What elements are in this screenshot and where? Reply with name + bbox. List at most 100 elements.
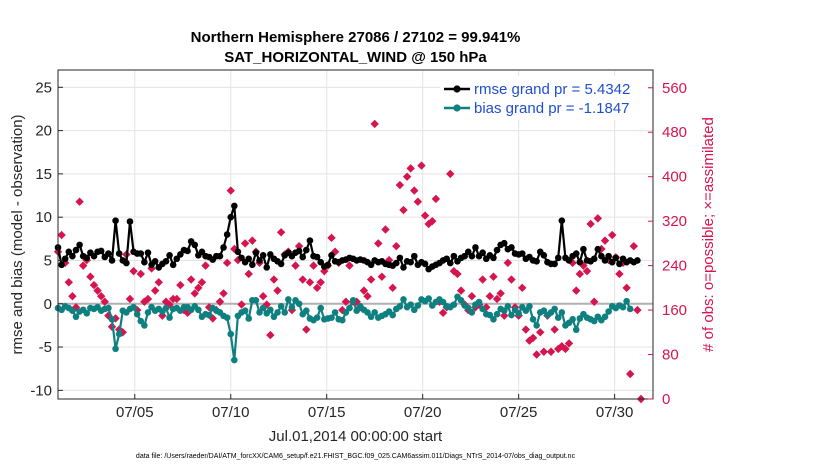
obs-point [294,241,304,251]
obs-point [64,278,73,287]
rmse-point [198,248,206,256]
rmse-point [263,264,271,271]
obs-point [428,216,437,226]
rmse-point [468,252,476,260]
obs-point [417,161,426,170]
obs-point [507,275,516,284]
rmse-point [169,261,177,269]
x-tick-label: 07/20 [404,404,442,421]
bias-point [590,317,598,325]
rmse-point [216,252,224,260]
y-right-tick-label: 80 [662,347,679,364]
rmse-point [112,217,119,224]
obs-point [327,233,336,243]
bias-point [288,303,296,311]
bias-point [130,303,137,311]
bias-point [141,322,148,329]
obs-point [489,272,498,281]
obs-point [240,239,250,248]
x-axis: 07/05 07/10 07/15 07/20 07/25 07/30 [116,394,633,421]
obs-point [125,294,135,304]
rmse-point [184,247,191,255]
obs-point [190,289,199,298]
rmse-point [601,257,609,264]
bias-point [526,303,533,310]
bias-point [457,297,465,304]
obs-point [381,225,390,234]
obs-point [305,278,315,287]
legend-bias-marker [453,104,461,112]
rmse-point [144,249,152,256]
obs-point [186,275,196,284]
obs-point [413,197,423,206]
bias-point [396,303,404,310]
obs-point [518,283,527,293]
obs-point [528,333,538,343]
bias-point [486,311,494,319]
bias-point [303,307,310,314]
y-tick-label: 5 [44,252,52,269]
rmse-point [83,254,91,262]
obs-point [582,266,592,276]
obs-point [503,258,513,268]
rmse-point [540,251,548,259]
y-right-tick-label: 400 [662,169,687,186]
legend-rmse-marker [453,85,461,93]
y-axis-label-right: # of obs: o=possible; ×=assimilated [700,117,717,352]
bias-point [115,330,123,338]
y-tick-label: 15 [35,166,52,183]
bias-point [504,303,512,310]
bias-point [241,307,249,314]
y-right-tick-label: 240 [662,258,687,275]
bias-point [500,307,508,314]
y-tick-label: 0 [44,296,52,313]
y-tick-label: -5 [39,339,52,356]
x-tick-label: 07/15 [308,404,346,421]
bias-point [133,310,141,318]
rmse-point [446,259,454,267]
obs-point [406,164,415,173]
bias-point [259,304,267,312]
bias-point [605,308,612,315]
bias-point [252,297,260,304]
obs-point [215,297,225,306]
rmse-point [313,253,321,261]
bias-point [371,309,378,316]
rmse-point [295,247,303,255]
bias-point [108,316,116,323]
obs-point [608,230,617,240]
rmse-point [220,244,227,251]
rmse-point [90,252,98,260]
obs-point [172,294,181,304]
plot-area [58,70,653,399]
obs-point [593,214,603,223]
obs-point [572,286,581,295]
rmse-point [421,260,429,268]
obs-point [600,236,610,245]
obs-point [399,205,408,215]
obs-point [395,180,405,190]
bias-point [144,309,152,316]
rmse-point [400,264,407,271]
legend: rmse grand pr = 5.4342 bias grand pr = -… [440,76,648,120]
rmse-point [410,252,418,260]
obs-point [615,269,624,279]
bias-point [475,298,483,306]
rmse-point [162,258,170,265]
rmse-point [407,258,414,266]
obs-point [629,241,639,251]
obs-point [194,283,203,293]
bias-point [623,297,630,305]
rmse-point [65,248,73,256]
bias-point [342,309,350,316]
obs-point [388,283,397,293]
bias-series [54,293,634,364]
obs-point [575,269,585,279]
rmse-point [173,255,181,263]
obs-point [446,169,455,179]
obs-point [546,347,556,356]
obs-point [266,330,275,340]
rmse-point [238,254,245,262]
obs-point [86,272,95,281]
